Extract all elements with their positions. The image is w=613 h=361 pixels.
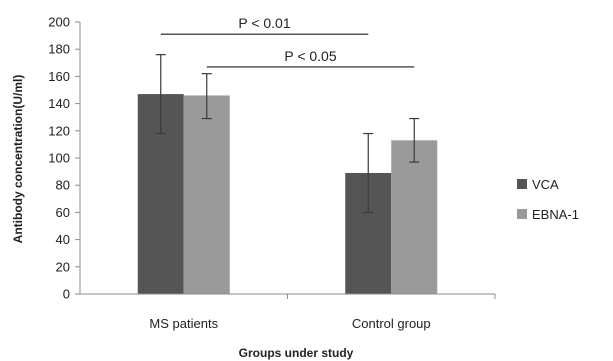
bar-ebna-1 — [183, 95, 230, 294]
legend-label: VCA — [532, 177, 559, 192]
legend: VCA EBNA-1 — [517, 177, 579, 222]
x-category-label: MS patients — [149, 316, 218, 331]
y-tick-label: 80 — [56, 178, 70, 193]
axes: 0 20 40 60 80 100 120 140 160 180 200 MS patients Co… — [48, 15, 496, 331]
y-tick-label: 160 — [48, 69, 70, 84]
legend-swatch — [517, 179, 527, 189]
x-axis-title: Groups under study — [239, 346, 354, 360]
y-tick-label: 60 — [56, 205, 70, 220]
bar-ebna-1 — [391, 140, 438, 294]
y-tick-label: 100 — [48, 151, 70, 166]
y-tick-label: 200 — [48, 15, 70, 30]
y-tick-label: 180 — [48, 42, 70, 57]
significance-annotations: P < 0.01 P < 0.05 — [160, 15, 415, 68]
y-tick-label: 20 — [56, 259, 70, 274]
significance-label: P < 0.01 — [238, 15, 291, 31]
legend-label: EBNA-1 — [532, 207, 579, 222]
bars — [137, 94, 438, 294]
error-bars — [155, 54, 420, 213]
y-axis-title: Antibody concentration(U/ml) — [11, 75, 25, 244]
y-tick-label: 0 — [63, 287, 70, 302]
significance-label: P < 0.05 — [284, 48, 337, 64]
y-tick-label: 40 — [56, 232, 70, 247]
legend-swatch — [517, 209, 527, 219]
y-tick-label: 120 — [48, 123, 70, 138]
x-category-label: Control group — [352, 316, 431, 331]
y-tick-label: 140 — [48, 96, 70, 111]
